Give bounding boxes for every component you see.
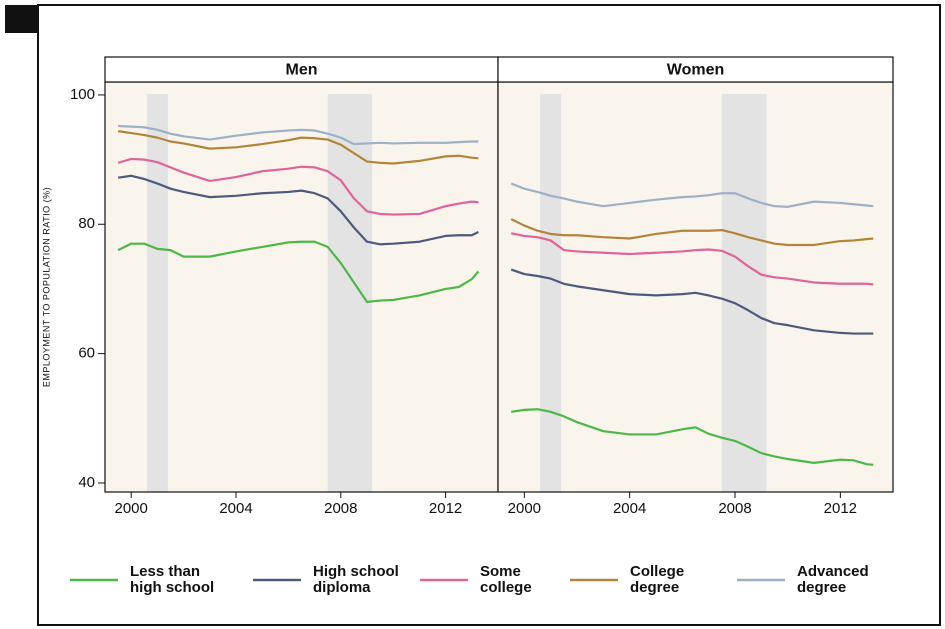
series-line — [117, 240, 480, 303]
y-axis-label: EMPLOYMENT TO POPULATION RATIO (%) — [41, 187, 51, 387]
x-tick-label: 2000 — [115, 500, 148, 517]
corner-block — [5, 5, 38, 33]
legend-label: Some college — [480, 563, 532, 596]
legend-label: College degree — [630, 563, 685, 596]
y-tick-label: 80 — [78, 215, 95, 232]
series-line — [117, 157, 479, 216]
y-tick-label: 60 — [78, 345, 95, 362]
recession-band — [146, 94, 168, 492]
x-tick-label: 2000 — [508, 500, 541, 517]
legend-label: High school diploma — [313, 563, 399, 596]
y-tick-label: 100 — [70, 86, 95, 103]
panel-header — [104, 56, 499, 83]
y-tick-label: 40 — [78, 474, 95, 491]
legend-label: Advanced degree — [797, 563, 869, 596]
panel-title: Men — [286, 62, 318, 79]
x-tick-label: 2008 — [718, 500, 751, 517]
panel-title: Women — [667, 62, 724, 79]
series-line — [117, 130, 479, 165]
panel-background — [498, 82, 893, 492]
x-tick-label: 2012 — [429, 500, 462, 517]
x-tick-label: 2012 — [824, 500, 857, 517]
series-line — [510, 268, 874, 335]
legend-label: Less than high school — [130, 563, 215, 596]
series-line — [118, 124, 479, 146]
recession-band — [327, 94, 373, 492]
x-tick-label: 2004 — [219, 500, 252, 517]
recession-band — [721, 94, 767, 492]
series-line — [511, 408, 874, 466]
recession-band — [540, 94, 562, 492]
x-tick-label: 2008 — [324, 500, 357, 517]
series-line — [117, 174, 479, 246]
frame — [37, 4, 941, 626]
series-line — [510, 218, 874, 247]
panel-header — [497, 56, 894, 83]
series-line — [510, 232, 874, 286]
x-tick-label: 2004 — [613, 500, 646, 517]
series-line — [510, 182, 874, 208]
panel-background — [105, 82, 498, 492]
